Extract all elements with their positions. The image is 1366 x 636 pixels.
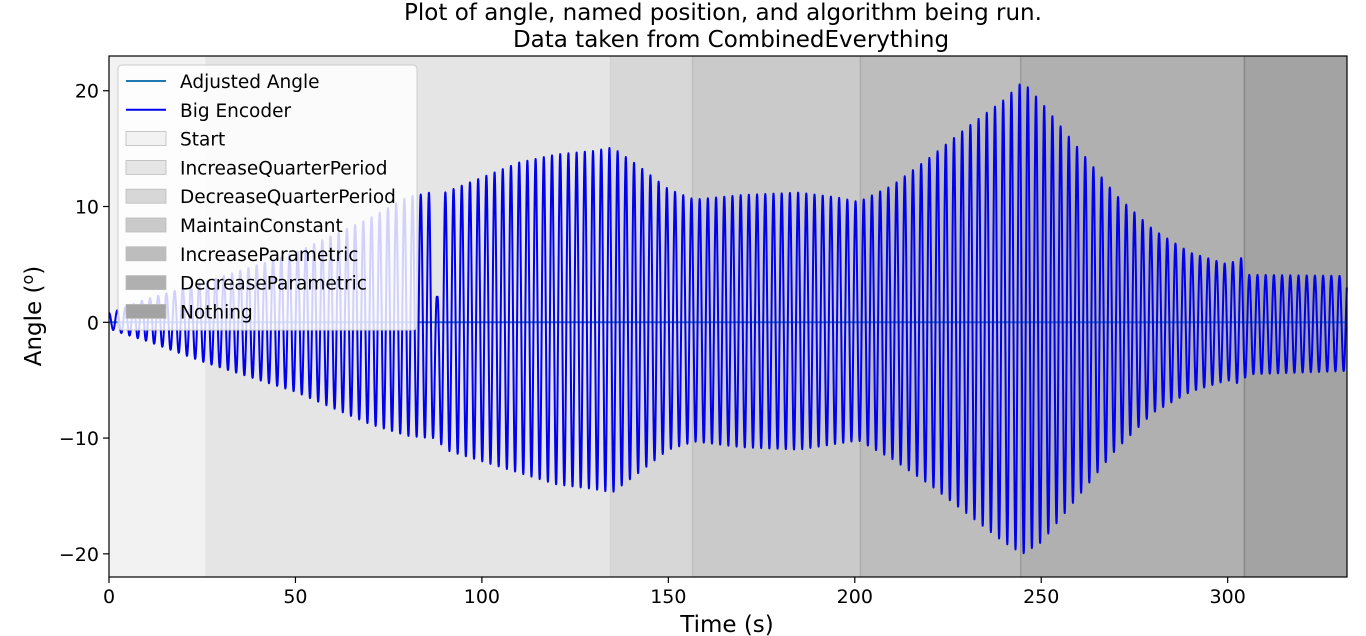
legend-box — [117, 64, 418, 331]
x-tick-label: 100 — [464, 586, 500, 608]
y-axis-label-unit: o — [18, 275, 37, 285]
legend-entry-start: Start — [125, 130, 225, 151]
chart-title: Plot of angle, named position, and algor… — [404, 0, 1042, 53]
y-axis-label-text: Angle ( — [21, 285, 47, 367]
legend-swatch — [125, 246, 167, 262]
y-tick-label: −10 — [59, 428, 99, 450]
legend-entry-decreasequarterperiod: DecreaseQuarterPeriod — [125, 187, 396, 208]
legend-entry-adjusted-angle: Adjusted Angle — [126, 72, 319, 93]
y-tick-label: −20 — [59, 544, 99, 566]
x-axis-label: Time (s) — [679, 612, 774, 636]
legend-label: DecreaseParametric — [180, 274, 367, 295]
legend-entry-nothing: Nothing — [125, 302, 253, 323]
legend-label: DecreaseQuarterPeriod — [180, 187, 396, 208]
legend-swatch — [125, 275, 167, 291]
legend-entry-maintainconstant: MaintainConstant — [125, 216, 343, 237]
y-tick-label: 20 — [75, 81, 99, 103]
legend-label: IncreaseParametric — [180, 245, 358, 266]
chart-title-line-2: Data taken from CombinedEverything — [513, 27, 949, 53]
axes — [108, 55, 1348, 578]
legend-swatch — [125, 188, 167, 204]
legend-entry-decreaseparametric: DecreaseParametric — [125, 274, 367, 295]
y-tick-label: 10 — [75, 197, 99, 219]
legend-label: Big Encoder — [180, 101, 291, 122]
ticks: 0 50 100 150 200 250 300 −20 −10 0 10 20 — [59, 81, 1246, 608]
x-tick-label: 150 — [650, 586, 686, 608]
chart-title-line-1: Plot of angle, named position, and algor… — [404, 0, 1042, 26]
legend-label: IncreaseQuarterPeriod — [180, 158, 387, 179]
legend-swatch — [125, 159, 167, 175]
legend-label: MaintainConstant — [180, 216, 343, 237]
x-tick-label: 300 — [1210, 586, 1246, 608]
y-tick-label: 0 — [87, 312, 99, 334]
legend-swatch — [125, 303, 167, 319]
legend-entry-big-encoder: Big Encoder — [126, 101, 291, 122]
legend-swatch — [125, 131, 167, 147]
legend: Adjusted Angle Big Encoder Start IncreaseQu… — [117, 64, 418, 331]
y-axis-label: Angle (o) — [18, 266, 47, 367]
legend-label: Start — [180, 130, 225, 151]
legend-entry-increasequarterperiod: IncreaseQuarterPeriod — [125, 158, 387, 179]
x-tick-label: 0 — [103, 586, 115, 608]
legend-entry-increaseparametric: IncreaseParametric — [125, 245, 358, 266]
legend-label: Nothing — [180, 302, 253, 323]
x-tick-label: 50 — [283, 586, 307, 608]
x-tick-label: 250 — [1023, 586, 1059, 608]
legend-swatch — [125, 217, 167, 233]
plot-frame — [108, 55, 1348, 578]
x-tick-label: 200 — [837, 586, 873, 608]
legend-label: Adjusted Angle — [180, 72, 319, 93]
